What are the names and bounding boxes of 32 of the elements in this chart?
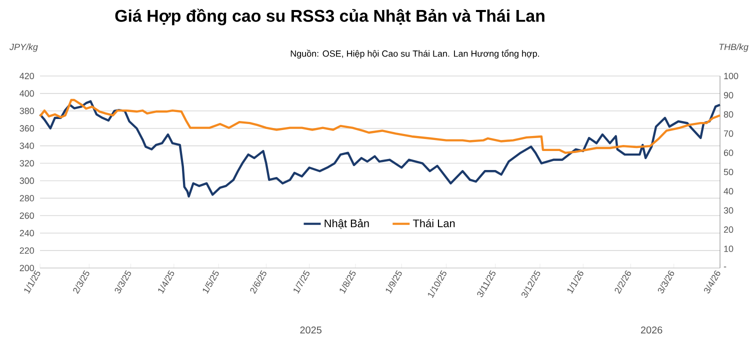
y-tick-label: 260 (20, 212, 34, 219)
y2-tick-label: 50 (724, 168, 734, 176)
line-series (38, 100, 722, 198)
y2-tick-label: 40 (724, 188, 734, 194)
y-axis-title: JPY/kg (10, 44, 38, 52)
y2-tick-label: 20 (724, 226, 734, 233)
text: Nguồn: OSE, Hiệp hội Cao su Thái Lan. Lan Hương tổng hợp. (290, 49, 540, 59)
y-tick-label: 200 (20, 264, 34, 272)
y-tick-label: 400 (20, 90, 34, 97)
y-tick-label: 380 (20, 108, 34, 114)
y2-tick-label: - (724, 266, 726, 268)
legend-label: Nhật Bản (324, 219, 369, 229)
chart-title: Giá Hợp đồng cao su RSS3 của Nhật Bản và Thái Lan (115, 8, 544, 26)
y2-tick-label: 60 (724, 150, 734, 156)
y2-tick-label: 90 (724, 92, 734, 98)
y-tick-label: 420 (20, 72, 34, 80)
legend-label: Thái Lan (412, 219, 455, 228)
y2-tick-label: 30 (724, 207, 734, 214)
y-tick-label: 340 (20, 142, 34, 149)
y2-tick-label: 70 (724, 130, 734, 137)
y2-tick-label: 80 (724, 111, 734, 118)
y-tick-label: 320 (20, 160, 34, 166)
y2-axis-title: THB/kg (719, 44, 748, 52)
y-tick-label: 360 (20, 125, 34, 132)
y-tick-label: 220 (20, 247, 34, 254)
y-tick-label: 280 (20, 195, 34, 202)
y2-tick-label: 10 (724, 246, 734, 252)
y-tick-label: 300 (20, 178, 34, 184)
y-tick-label: 240 (20, 230, 34, 236)
y2-tick-label: 100 (724, 72, 738, 80)
text: 2025 (300, 326, 322, 334)
text: 2026 (640, 326, 662, 334)
